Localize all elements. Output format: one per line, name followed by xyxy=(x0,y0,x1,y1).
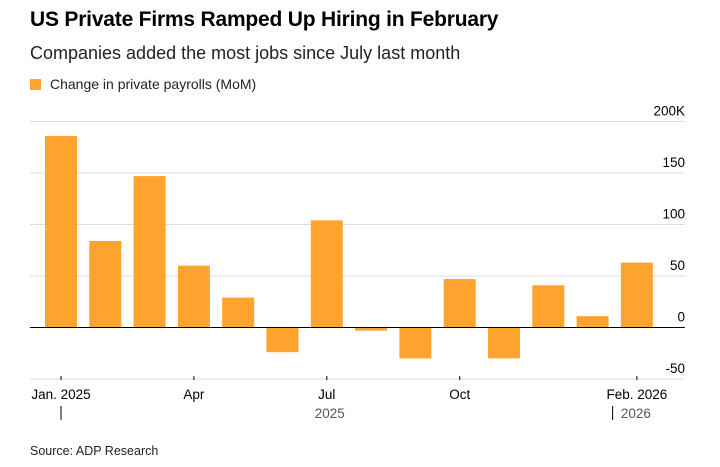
bar xyxy=(266,327,299,353)
bar xyxy=(532,285,565,328)
source-note: Source: ADP Research xyxy=(30,444,159,458)
year-label: 2026 xyxy=(621,406,651,421)
bar xyxy=(45,135,77,328)
x-tick-label: Jan. 2025 xyxy=(31,387,90,402)
y-tick-label: -50 xyxy=(665,361,685,376)
y-tick-label: 0 xyxy=(677,310,685,325)
legend-label: Change in private payrolls (MoM) xyxy=(50,76,257,92)
x-tick-label: Apr xyxy=(183,387,205,402)
x-tick-label: Feb. 2026 xyxy=(607,387,668,402)
y-tick-label: 200K xyxy=(653,104,685,119)
y-tick-label: 100 xyxy=(662,207,685,222)
year-label: 2025 xyxy=(315,406,345,421)
bar xyxy=(443,279,476,328)
bar xyxy=(576,316,609,328)
y-tick-label: 50 xyxy=(670,258,685,273)
bar xyxy=(620,262,653,328)
bar xyxy=(488,327,520,359)
chart-subtitle: Companies added the most jobs since July… xyxy=(30,43,461,63)
bar xyxy=(89,240,122,328)
y-tick-label: 150 xyxy=(662,155,685,170)
bar xyxy=(133,176,166,328)
chart-title: US Private Firms Ramped Up Hiring in Feb… xyxy=(30,8,499,31)
bar xyxy=(177,265,210,328)
legend-swatch xyxy=(30,78,41,90)
x-tick-label: Oct xyxy=(449,387,470,402)
legend: Change in private payrolls (MoM) xyxy=(30,76,256,92)
bar xyxy=(310,220,343,328)
bar xyxy=(355,327,388,331)
bar xyxy=(222,297,255,328)
bar xyxy=(399,327,432,359)
x-tick-label: Jul xyxy=(318,387,335,402)
